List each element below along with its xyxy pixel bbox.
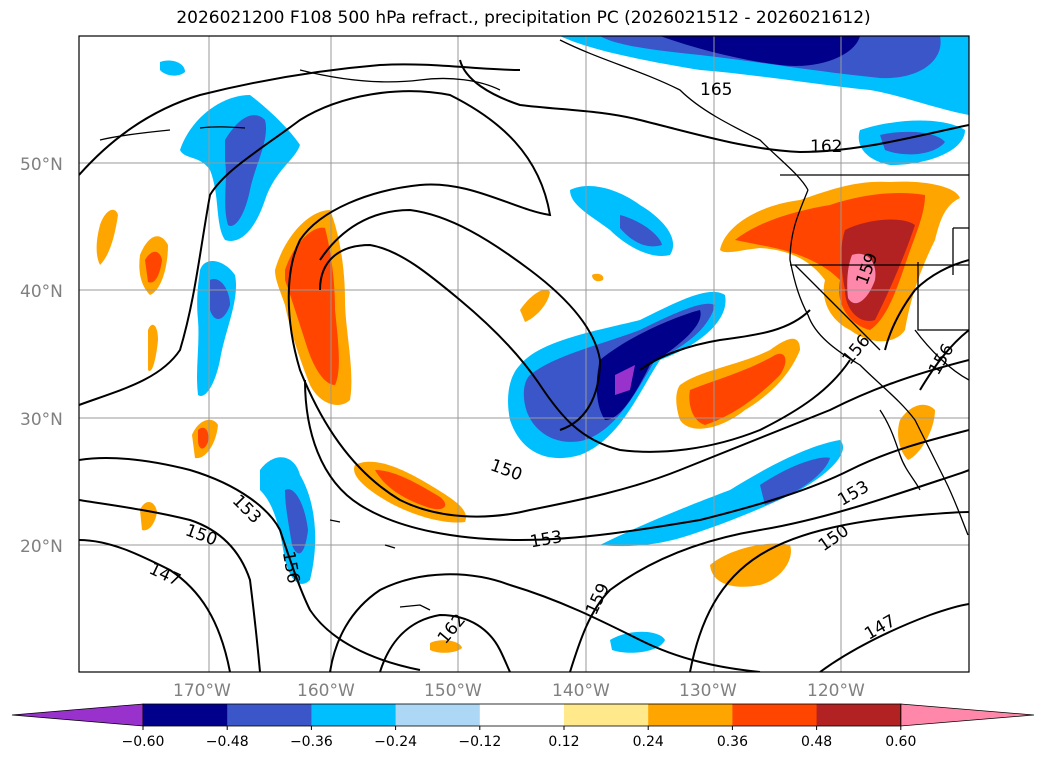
coastlines	[99, 39, 969, 611]
colorbar-tick-label: −0.48	[206, 734, 249, 750]
colorbar-tick-label: 0.60	[885, 734, 916, 750]
colorbar-segment	[395, 704, 481, 726]
lon-label: 160°W	[297, 681, 355, 701]
lon-label: 130°W	[679, 681, 737, 701]
lon-label: 140°W	[552, 681, 610, 701]
colorbar-tick-label: 0.24	[633, 734, 664, 750]
colorbar-segment	[311, 704, 397, 726]
colorbar-tick-label: −0.60	[122, 734, 165, 750]
colorbar: −0.60 −0.48 −0.36 −0.24 −0.12 0.12 0.24 0.36 0.4…	[11, 703, 1035, 750]
precip-negative-fields	[160, 36, 969, 653]
colorbar-segment	[479, 704, 565, 726]
longitude-labels: 170°W 160°W 150°W 140°W 130°W 120°W	[173, 681, 865, 701]
map-frame	[78, 35, 970, 673]
colorbar-tick-label: −0.12	[458, 734, 501, 750]
colorbar-extend-low	[11, 703, 144, 727]
contour-label: 165	[700, 80, 732, 100]
lat-label: 40°N	[20, 282, 63, 302]
lat-label: 50°N	[20, 155, 63, 175]
colorbar-tick-label: 0.36	[717, 734, 748, 750]
colorbar-segment	[816, 704, 902, 726]
colorbar-segment	[227, 704, 312, 726]
colorbar-segment	[564, 704, 649, 726]
lat-label: 20°N	[20, 537, 63, 557]
colorbar-tick-label: −0.24	[374, 734, 417, 750]
lon-label: 120°W	[807, 681, 865, 701]
colorbar-segment	[732, 704, 818, 726]
colorbar-tick-label: 0.12	[548, 734, 579, 750]
lon-label: 150°W	[424, 681, 482, 701]
colorbar-extend-high	[900, 703, 1035, 727]
colorbar-outline	[142, 703, 902, 727]
colorbar-tick-label: 0.48	[801, 734, 832, 750]
lat-label: 30°N	[20, 410, 63, 430]
height-contours	[79, 59, 969, 672]
colorbar-segment	[143, 704, 228, 726]
latitude-labels: 50°N 40°N 30°N 20°N	[20, 155, 63, 557]
colorbar-tick-label: −0.36	[290, 734, 333, 750]
lon-label: 170°W	[173, 681, 231, 701]
colorbar-segment	[648, 704, 733, 726]
contour-label: 162	[810, 137, 842, 157]
map-title: 2026021200 F108 500 hPa refract., precip…	[176, 8, 871, 28]
